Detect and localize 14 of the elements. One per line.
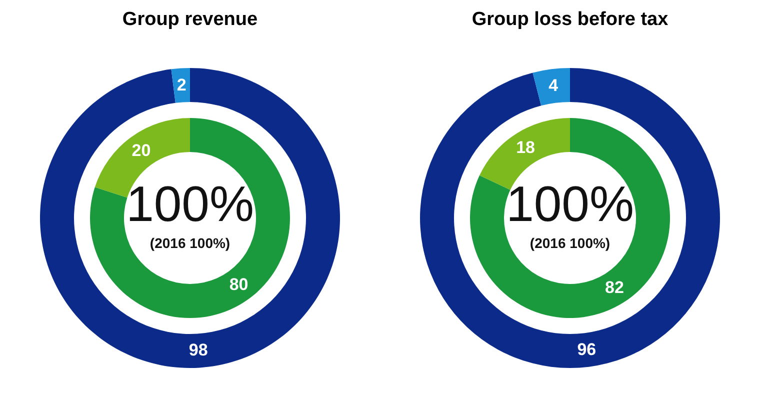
data-label: 4 bbox=[548, 76, 559, 96]
chart-title: Group revenue bbox=[122, 9, 258, 30]
text: (2016 100%) bbox=[530, 235, 610, 251]
data-label: 20 bbox=[132, 140, 151, 160]
data-label: 98 bbox=[188, 340, 208, 360]
data-label: 96 bbox=[577, 340, 596, 359]
text: (2016 100%) bbox=[150, 235, 230, 251]
chart-title: Group loss before tax bbox=[472, 9, 669, 30]
text: 100% bbox=[126, 176, 254, 232]
data-label: 80 bbox=[229, 275, 248, 294]
data-label: 2 bbox=[176, 75, 186, 94]
data-label: 18 bbox=[516, 138, 535, 157]
text: 100% bbox=[506, 176, 634, 232]
data-label: 82 bbox=[605, 278, 624, 298]
